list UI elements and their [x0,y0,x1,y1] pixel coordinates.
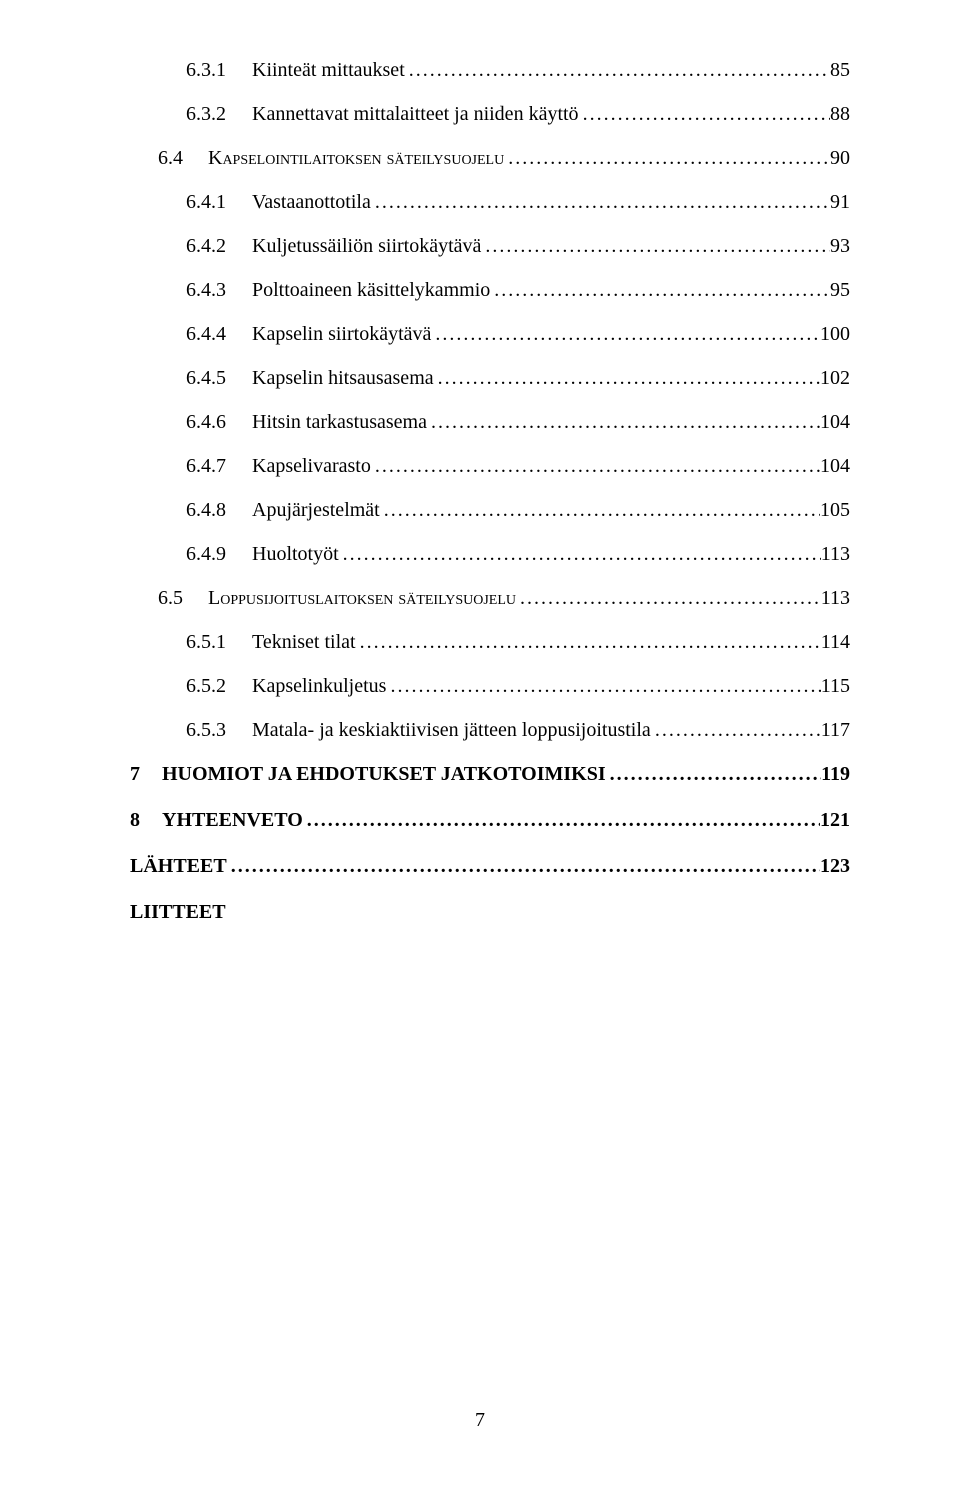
toc-entry-label: Tekniset tilat [252,630,356,654]
toc-entry: 6.3.2Kannettavat mittalaitteet ja niiden… [186,102,850,126]
toc-entry: 6.5.1Tekniset tilat 114 [186,630,850,654]
toc-entry-page: 114 [821,630,850,654]
toc-entry-label: Kapselin siirtokäytävä [252,322,431,346]
toc-entry-label: Kannettavat mittalaitteet ja niiden käyt… [252,102,579,126]
toc-entry-number: 6.5.1 [186,630,252,654]
toc-entry-number: 6.3.2 [186,102,252,126]
toc-entry-page: 104 [820,454,850,478]
toc-leader-dots [386,674,820,698]
toc-entry: 6.5.3Matala- ja keskiaktiivisen jätteen … [186,718,850,742]
toc-entry-page: 113 [821,586,850,610]
toc-entry-number: 6.5.2 [186,674,252,698]
toc-leader-dots [356,630,821,654]
toc-leader-dots [303,808,820,832]
page-number: 7 [0,1409,960,1432]
toc-entry-number: 6.4.5 [186,366,252,390]
toc-leader-dots [371,190,830,214]
toc-entry-page: 88 [830,102,850,126]
toc-leader-dots [380,498,820,522]
toc-entry-number: 6.4.1 [186,190,252,214]
toc-entry-page: 117 [821,718,850,742]
toc-entry-label: Kapselivarasto [252,454,371,478]
toc-entry-number: 6.4 [158,146,208,170]
toc-entry-number: 6.4.3 [186,278,252,302]
toc-entry-label: Vastaanottotila [252,190,371,214]
toc-entry-page: 85 [830,58,850,82]
toc-entry-number: 6.3.1 [186,58,252,82]
toc-leader-dots [405,58,830,82]
toc-entry-page: 91 [830,190,850,214]
toc-entry-page: 90 [830,146,850,170]
toc-entry-label: Matala- ja keskiaktiivisen jätteen loppu… [252,718,651,742]
toc-leader-dots [371,454,820,478]
toc-entry: 6.4.7Kapselivarasto 104 [186,454,850,478]
toc-entry: 6.4.4Kapselin siirtokäytävä 100 [186,322,850,346]
toc-entry-number: 6.5.3 [186,718,252,742]
toc-entry-number: 6.4.4 [186,322,252,346]
toc-entry-label: Kapselinkuljetus [252,674,386,698]
toc-entry-label: Kuljetussäiliön siirtokäytävä [252,234,481,258]
toc-entry-label: Kapselointilaitoksen säteilysuojelu [208,146,504,170]
table-of-contents: 6.3.1Kiinteät mittaukset 85 6.3.2Kannettav… [130,58,850,924]
toc-entry: 6.4.8Apujärjestelmät 105 [186,498,850,522]
toc-entry: 6.4.1Vastaanottotila 91 [186,190,850,214]
toc-leader-dots [516,586,821,610]
toc-entry: LIITTEET [130,900,850,924]
toc-leader-dots [481,234,830,258]
toc-entry-page: 93 [830,234,850,258]
toc-entry-label: YHTEENVETO [162,808,303,832]
toc-entry-number: 8 [130,808,162,832]
toc-entry-number: 6.4.9 [186,542,252,566]
page: 6.3.1Kiinteät mittaukset 85 6.3.2Kannettav… [0,0,960,1496]
toc-entry-label: Loppusijoituslaitoksen säteilysuojelu [208,586,516,610]
toc-entry-label: Hitsin tarkastusasema [252,410,427,434]
toc-leader-dots [431,322,820,346]
toc-entry-page: 105 [820,498,850,522]
toc-entry-page: 119 [821,762,850,786]
toc-entry-page: 121 [820,808,850,832]
toc-leader-dots [339,542,821,566]
toc-leader-dots [579,102,830,126]
toc-entry-number: 6.4.2 [186,234,252,258]
toc-entry-page: 102 [820,366,850,390]
toc-entry-label: LIITTEET [130,900,226,924]
toc-leader-dots [606,762,821,786]
toc-entry-number: 6.4.7 [186,454,252,478]
toc-entry-label: Kapselin hitsausasema [252,366,434,390]
toc-entry-number: 6.4.6 [186,410,252,434]
toc-entry: 6.5.2Kapselinkuljetus 115 [186,674,850,698]
toc-entry: 6.5Loppusijoituslaitoksen säteilysuojelu… [158,586,850,610]
toc-entry-label: LÄHTEET [130,854,227,878]
toc-entry-label: Huoltotyöt [252,542,339,566]
toc-entry-page: 113 [821,542,850,566]
toc-leader-dots [427,410,820,434]
toc-entry-number: 6.5 [158,586,208,610]
toc-entry: 6.3.1Kiinteät mittaukset 85 [186,58,850,82]
toc-leader-dots [651,718,821,742]
toc-entry-number: 6.4.8 [186,498,252,522]
toc-entry-page: 100 [820,322,850,346]
toc-leader-dots [504,146,830,170]
toc-entry: 6.4.5Kapselin hitsausasema 102 [186,366,850,390]
toc-entry-label: Polttoaineen käsittelykammio [252,278,490,302]
toc-entry: 8YHTEENVETO 121 [130,808,850,832]
toc-entry-page: 123 [820,854,850,878]
toc-entry: 7HUOMIOT JA EHDOTUKSET JATKOTOIMIKSI 119 [130,762,850,786]
toc-entry-page: 115 [821,674,850,698]
toc-entry: LÄHTEET 123 [130,854,850,878]
toc-entry-page: 104 [820,410,850,434]
toc-entry: 6.4Kapselointilaitoksen säteilysuojelu 90 [158,146,850,170]
toc-entry: 6.4.2Kuljetussäiliön siirtokäytävä 93 [186,234,850,258]
toc-leader-dots [227,854,820,878]
toc-entry-label: Kiinteät mittaukset [252,58,405,82]
toc-entry-label: HUOMIOT JA EHDOTUKSET JATKOTOIMIKSI [162,762,606,786]
toc-entry-label: Apujärjestelmät [252,498,380,522]
toc-entry-number: 7 [130,762,162,786]
toc-entry: 6.4.3Polttoaineen käsittelykammio 95 [186,278,850,302]
toc-entry: 6.4.6Hitsin tarkastusasema 104 [186,410,850,434]
toc-entry: 6.4.9Huoltotyöt 113 [186,542,850,566]
toc-entry-page: 95 [830,278,850,302]
toc-leader-dots [434,366,820,390]
toc-leader-dots [490,278,830,302]
